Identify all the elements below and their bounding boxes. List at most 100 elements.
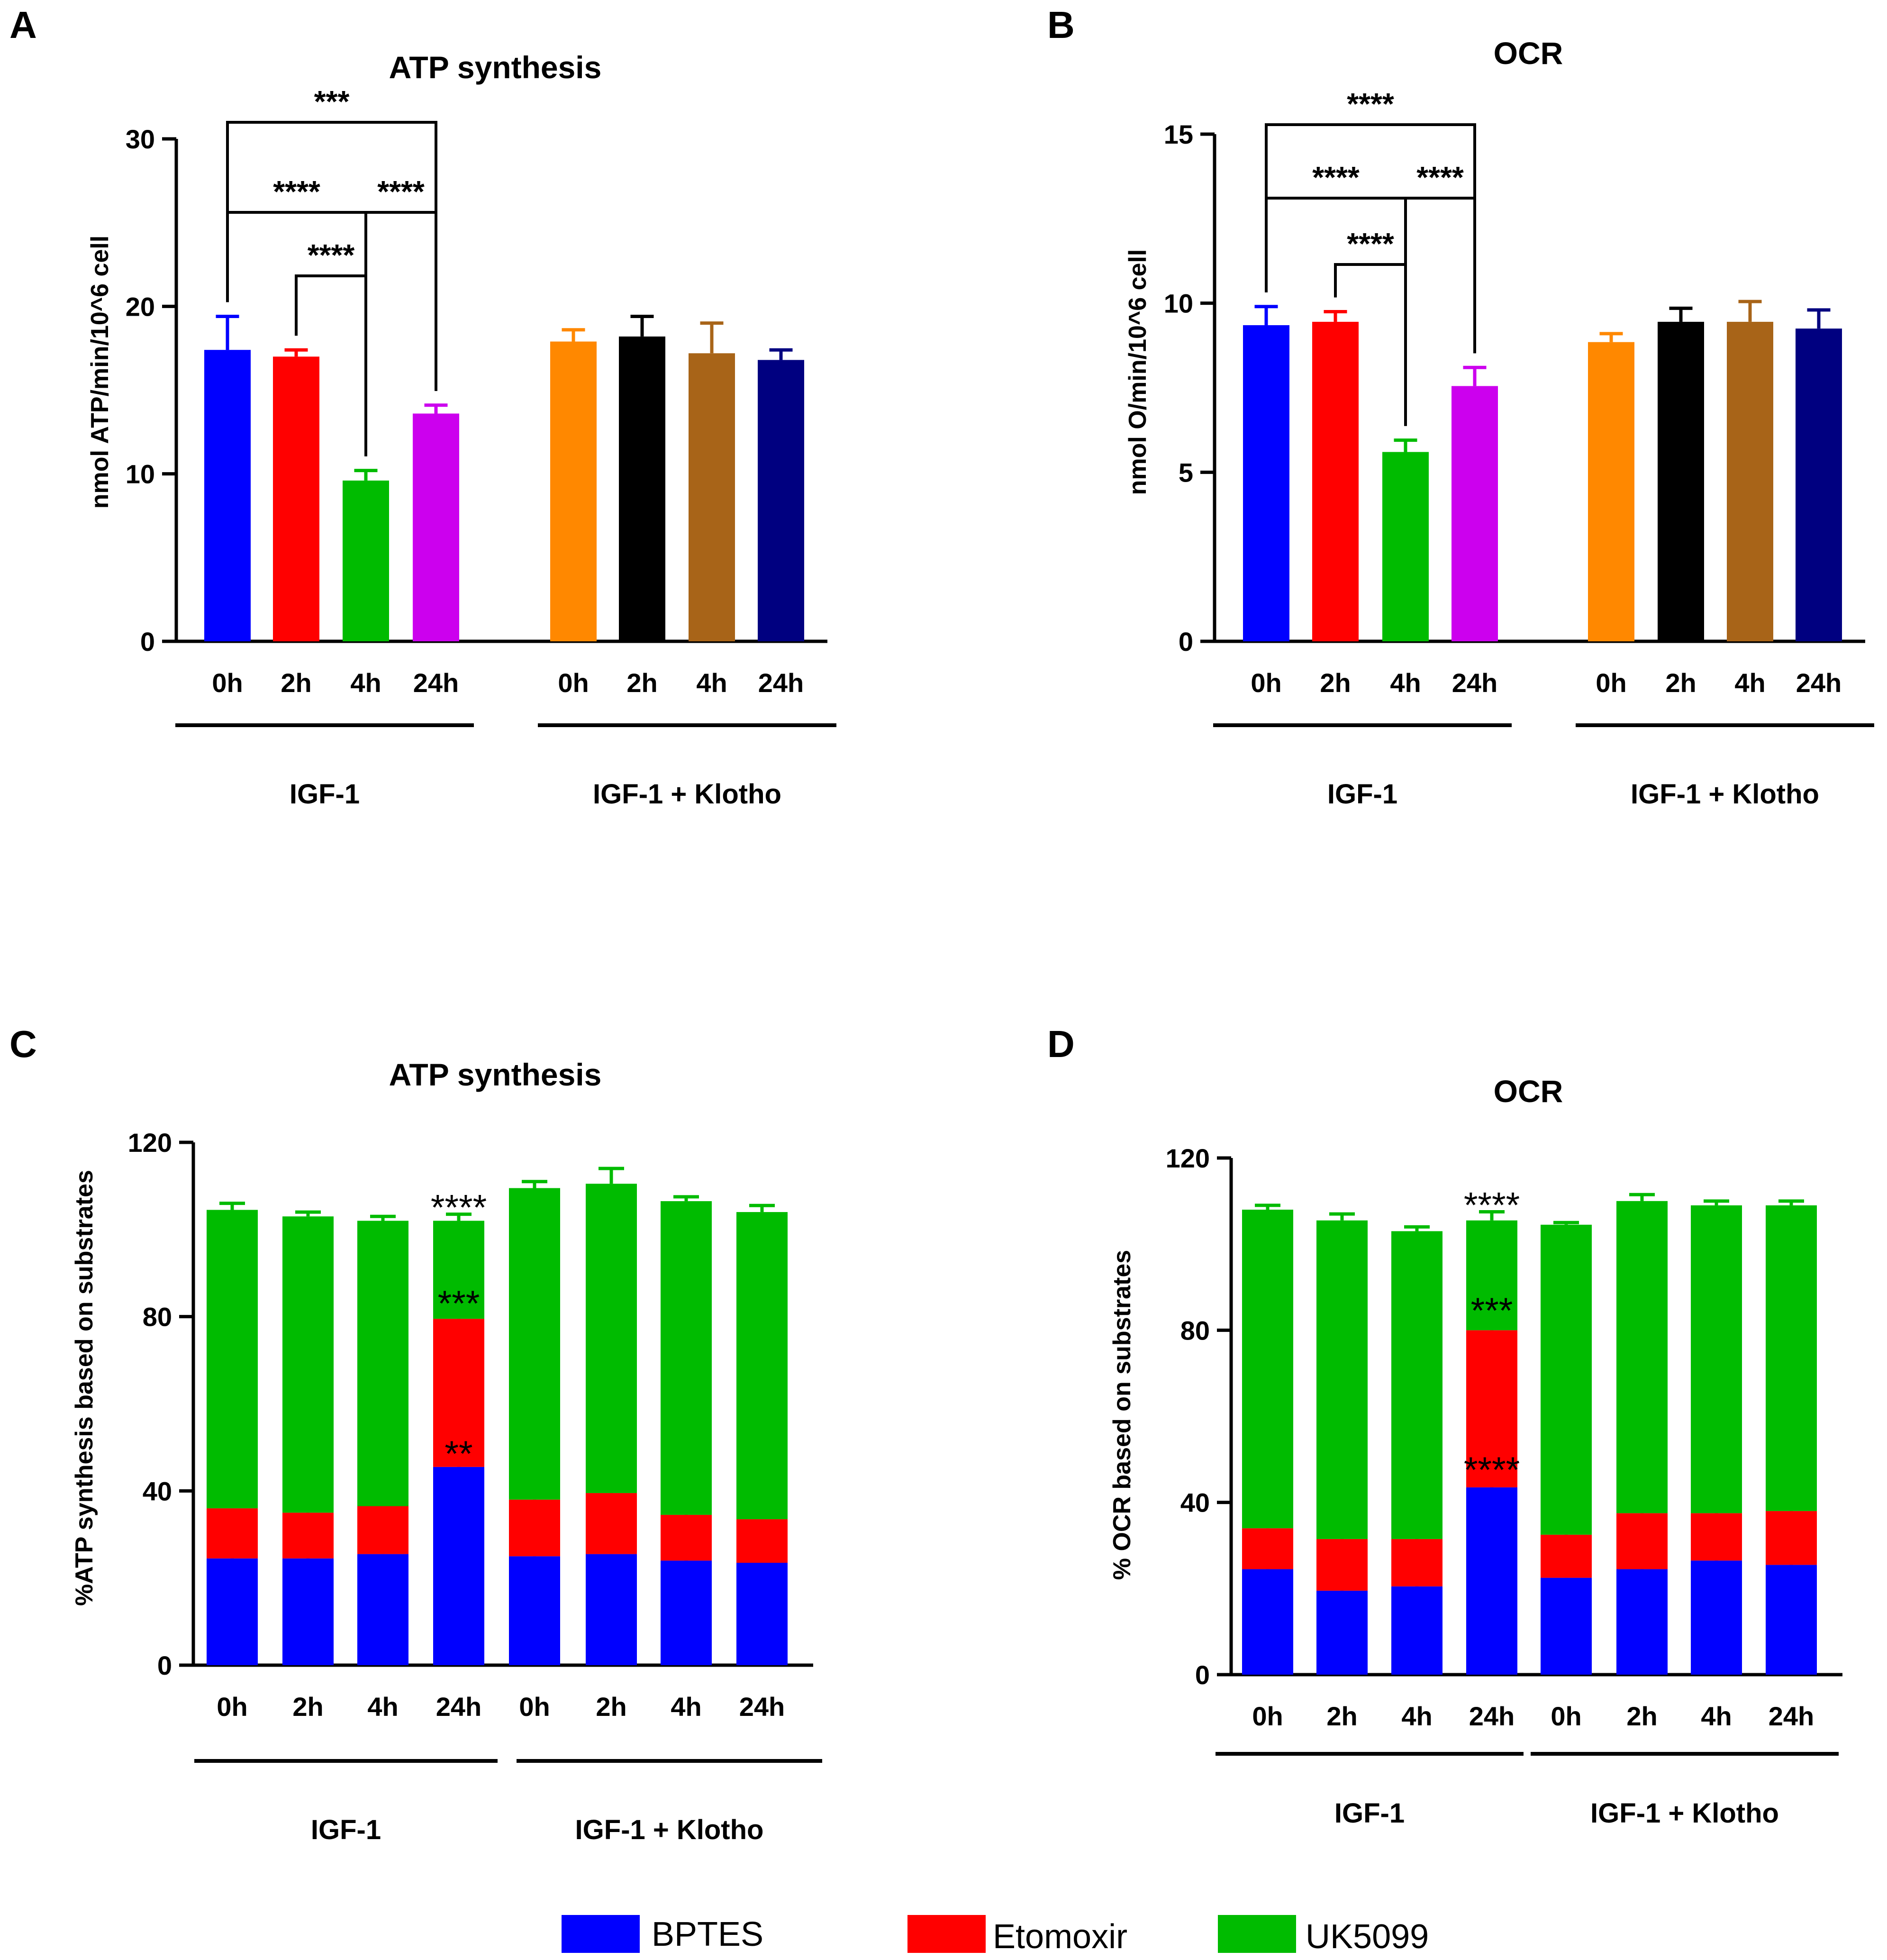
panel-d-bar-2-bptes — [1391, 1586, 1442, 1675]
panel-d-title: OCR — [1494, 1074, 1563, 1109]
panel-b-significance-label-3: **** — [1347, 227, 1394, 261]
panel-d-bar-5-etomoxir — [1616, 1513, 1668, 1569]
panel-d-bar-0-etomoxir — [1242, 1528, 1293, 1569]
panel-b-bar-2 — [1382, 452, 1429, 641]
panel-d-bar-6-uk5099 — [1691, 1205, 1742, 1513]
panel-d-bar-4-etomoxir — [1541, 1534, 1592, 1578]
panel-b-x-tick-label-4: 0h — [1596, 668, 1626, 698]
panel-b-significance-label-2: **** — [1416, 160, 1464, 194]
panel-a-x-tick-label-2: 4h — [350, 668, 381, 698]
legend-label-uk5099: UK5099 — [1306, 1918, 1429, 1956]
panel-c-x-tick-label-5: 2h — [596, 1692, 626, 1722]
panel-b-bar-4 — [1588, 342, 1634, 641]
panel-a-x-tick-label-4: 0h — [558, 668, 589, 698]
panel-d-y-tick-label-1: 40 — [1180, 1488, 1210, 1518]
panel-c-x-tick-label-6: 4h — [671, 1692, 701, 1722]
panel-b-plot: 0 5 10 15 **** **** **** **** 0h 2h 4h 24h 0h 2h 4h 24h… — [1164, 87, 1874, 810]
panel-a-significance-label-0: *** — [314, 84, 350, 119]
panel-c-bar-0-bptes — [207, 1558, 258, 1665]
legend: BPTES Etomoxir UK5099 — [562, 1915, 1429, 1956]
panel-c-y-tick-label-2: 80 — [143, 1302, 172, 1332]
panel-a-y-tick-label-3: 30 — [126, 124, 155, 154]
panel-d-x-tick-label-7: 24h — [1769, 1701, 1814, 1731]
panel-c-bar-0-etomoxir — [207, 1508, 258, 1559]
panel-d-bar-3-etomoxir — [1466, 1330, 1517, 1487]
panel-d-bar-7-bptes — [1766, 1565, 1817, 1675]
panel-b-x-tick-label-2: 4h — [1390, 668, 1421, 698]
panel-c-x-tick-label-1: 2h — [292, 1692, 323, 1722]
panel-d-x-tick-label-4: 0h — [1551, 1701, 1581, 1731]
panel-c-bar-5-bptes — [586, 1554, 637, 1665]
panel-d-bar-6-bptes — [1691, 1560, 1742, 1675]
panel-c-y-tick-label-0: 0 — [157, 1650, 172, 1680]
panel-c-y-tick-label-1: 40 — [143, 1476, 172, 1506]
panel-d-annotation-0: **** — [1464, 1185, 1520, 1226]
panel-c-annotation-0: **** — [431, 1188, 487, 1228]
panel-c-bar-5-uk5099 — [586, 1184, 637, 1493]
panel-c-group-label-0: IGF-1 — [311, 1814, 381, 1845]
legend-label-bptes: BPTES — [652, 1915, 763, 1953]
panel-d-y-tick-label-2: 80 — [1180, 1315, 1210, 1345]
panel-a-bar-7 — [758, 360, 804, 641]
panel-a-significance-bracket-3 — [295, 274, 367, 456]
panel-d-group-label-1: IGF-1 + Klotho — [1590, 1798, 1779, 1829]
panel-b-x-tick-label-1: 2h — [1320, 668, 1351, 698]
panel-b-y-axis-label: nmol O/min/10^6 cell — [1124, 249, 1152, 495]
panel-d-bar-6-etomoxir — [1691, 1513, 1742, 1561]
legend-swatch-etomoxir — [907, 1915, 986, 1953]
panel-label-d: D — [1047, 1023, 1075, 1065]
panel-c-bar-1-uk5099 — [282, 1216, 334, 1513]
panel-a-x-tick-label-0: 0h — [212, 668, 243, 698]
panel-d-bar-5-uk5099 — [1616, 1201, 1668, 1513]
panel-c-bar-7-uk5099 — [736, 1212, 788, 1520]
panel-b-bar-6 — [1727, 321, 1773, 641]
panel-c-bar-4-etomoxir — [509, 1499, 560, 1557]
panel-c-x-tick-label-3: 24h — [436, 1692, 482, 1722]
panel-d-y-tick-label-0: 0 — [1195, 1660, 1210, 1690]
panel-b-group-label-0: IGF-1 — [1327, 779, 1397, 810]
panel-c-x-tick-label-4: 0h — [519, 1692, 550, 1722]
panel-a-y-tick-label-0: 0 — [140, 627, 155, 656]
panel-c-bar-3-uk5099 — [433, 1221, 484, 1319]
panel-b-y-tick-label-1: 5 — [1179, 457, 1193, 487]
panel-c-bar-5-etomoxir — [586, 1493, 637, 1554]
panel-a-bar-0 — [204, 350, 251, 641]
panel-d-bar-1-etomoxir — [1316, 1539, 1368, 1591]
panel-c-bar-3-bptes — [433, 1467, 484, 1665]
panel-a-bar-3 — [413, 413, 459, 641]
panel-a-bar-4 — [550, 341, 597, 641]
panel-a-y-tick-label-2: 20 — [126, 292, 155, 321]
panel-c-bar-0-uk5099 — [207, 1210, 258, 1509]
panel-a-y-tick-label-1: 10 — [126, 459, 155, 489]
panel-b-bar-0 — [1243, 325, 1289, 641]
panel-a-significance-label-3: **** — [308, 238, 355, 272]
panel-a-x-tick-label-6: 4h — [696, 668, 727, 698]
panel-a-bar-2 — [343, 480, 389, 641]
panel-c-annotation-2: ** — [445, 1434, 472, 1474]
panel-d-bar-5-bptes — [1616, 1569, 1668, 1675]
panel-d-group-label-0: IGF-1 — [1334, 1798, 1405, 1829]
panel-c-x-tick-label-0: 0h — [217, 1692, 247, 1722]
panel-b-x-tick-label-0: 0h — [1251, 668, 1281, 698]
panel-c-bar-7-etomoxir — [736, 1519, 788, 1563]
panel-c-bar-2-bptes — [357, 1554, 408, 1665]
panel-d-bar-2-etomoxir — [1391, 1539, 1442, 1586]
panel-c-y-axis-label: %ATP synthesis based on substrates — [71, 1170, 98, 1606]
panel-d-bar-3-uk5099 — [1466, 1220, 1517, 1331]
panel-d-y-tick-label-3: 120 — [1166, 1143, 1210, 1173]
panel-a-significance-label-2: **** — [377, 174, 425, 209]
panel-b-x-tick-label-5: 2h — [1665, 668, 1696, 698]
panel-a-x-tick-label-5: 2h — [626, 668, 657, 698]
panel-d-x-tick-label-1: 2h — [1326, 1701, 1357, 1731]
panel-a-title: ATP synthesis — [389, 50, 602, 85]
panel-d-bar-4-bptes — [1541, 1577, 1592, 1675]
panel-d-x-tick-label-0: 0h — [1252, 1701, 1283, 1731]
panel-b-x-tick-label-3: 24h — [1452, 668, 1498, 698]
panel-c-bar-6-etomoxir — [661, 1514, 712, 1561]
panel-c-bar-2-etomoxir — [357, 1506, 408, 1554]
panel-d-bar-3-bptes — [1466, 1487, 1517, 1675]
panel-a-x-tick-label-3: 24h — [413, 668, 459, 698]
